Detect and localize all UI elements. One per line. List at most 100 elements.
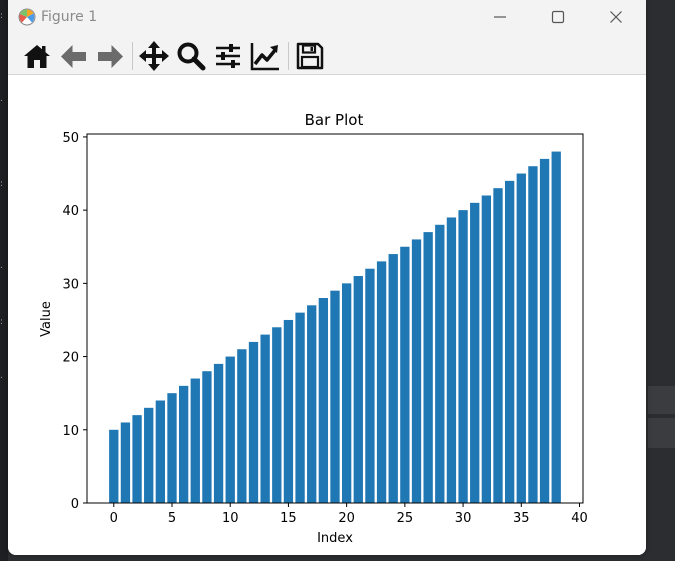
- bar: [458, 210, 468, 503]
- bar: [341, 283, 352, 503]
- floppy-disk-icon: [296, 42, 324, 70]
- editor-glyph: .: [0, 95, 3, 103]
- forward-button[interactable]: [94, 40, 126, 72]
- maximize-button[interactable]: [530, 0, 586, 34]
- axes-frame: [86, 133, 584, 504]
- toolbar-separator: [132, 42, 133, 70]
- move-icon: [139, 41, 169, 71]
- y-axis-ticks: 0 10 20 30 40 50: [62, 131, 87, 512]
- bar: [248, 341, 259, 503]
- x-tick-label: 0: [110, 511, 118, 526]
- bar: [388, 254, 398, 503]
- bar: [400, 246, 410, 503]
- x-tick-label: 25: [397, 511, 414, 526]
- y-axis-label: Value: [39, 301, 54, 337]
- subplots-button[interactable]: [212, 40, 244, 72]
- y-tick-label: 0: [71, 497, 79, 512]
- x-axis-ticks: 0 5 10 15 20 25 30 35 40: [110, 503, 588, 526]
- bar: [330, 290, 340, 503]
- x-tick-label: 20: [338, 511, 355, 526]
- bar: [551, 151, 561, 504]
- y-tick-label: 10: [62, 424, 79, 439]
- x-axis-label: Index: [317, 531, 353, 546]
- bar: [109, 429, 119, 503]
- bar: [237, 349, 247, 503]
- title-bar: Figure 1: [8, 0, 646, 34]
- arrow-left-icon: [61, 45, 86, 68]
- bar: [365, 268, 375, 503]
- matplotlib-logo-icon: [18, 8, 36, 26]
- bar: [144, 407, 154, 503]
- bar: [190, 378, 200, 503]
- toolbar-separator: [288, 42, 289, 70]
- bar: [295, 312, 305, 503]
- bar: [493, 188, 503, 503]
- bar: [423, 232, 433, 503]
- home-button[interactable]: [21, 40, 53, 72]
- back-button[interactable]: [58, 40, 90, 72]
- bar: [539, 158, 550, 503]
- minimize-button[interactable]: [472, 0, 528, 34]
- x-tick-label: 15: [280, 511, 297, 526]
- line-chart-icon: [250, 43, 279, 71]
- bar: [225, 356, 235, 503]
- y-tick-label: 20: [62, 351, 79, 366]
- bar: [411, 239, 422, 503]
- bar: [120, 422, 131, 503]
- background-panel: [648, 418, 675, 448]
- window-title: Figure 1: [41, 9, 98, 25]
- bar: [272, 327, 282, 503]
- bar: [376, 261, 387, 503]
- bar: [260, 334, 270, 503]
- bar: [132, 415, 142, 503]
- bar: [446, 217, 457, 503]
- pan-button[interactable]: [138, 40, 170, 72]
- minimize-icon: [494, 16, 506, 18]
- bar-chart: Bar Plot 0 5 10 15 20 25 30 35 40 0 10 20 30 40 50 In…: [39, 111, 588, 546]
- background-panel: [648, 386, 675, 414]
- arrow-right-icon: [98, 45, 123, 68]
- x-tick-label: 35: [513, 511, 530, 526]
- bar: [353, 276, 363, 503]
- bar: [516, 173, 526, 503]
- bar: [283, 319, 294, 503]
- maximize-icon: [551, 10, 565, 24]
- bar: [202, 371, 212, 503]
- figure-canvas[interactable]: Bar Plot 0 5 10 15 20 25 30 35 40 0 10 20 30 40 50 In…: [8, 75, 646, 555]
- editor-glyph: :: [0, 12, 4, 20]
- bar: [178, 385, 189, 503]
- chart-title: Bar Plot: [305, 111, 364, 129]
- x-tick-label: 40: [571, 511, 588, 526]
- editor-glyph: .: [0, 372, 3, 380]
- magnifier-icon: [177, 42, 206, 71]
- figure-window: Figure 1: [8, 0, 646, 555]
- bar: [318, 298, 329, 503]
- edit-axis-button[interactable]: [249, 40, 281, 72]
- navigation-toolbar: [8, 34, 646, 75]
- bar: [470, 202, 480, 504]
- bar: [435, 224, 445, 504]
- home-icon: [24, 45, 50, 68]
- x-tick-label: 5: [168, 511, 176, 526]
- x-tick-label: 10: [222, 511, 239, 526]
- bar: [481, 195, 492, 503]
- editor-glyph: :: [0, 318, 4, 326]
- y-tick-label: 30: [62, 277, 79, 292]
- editor-glyph: :: [0, 180, 4, 188]
- bar: [307, 305, 317, 503]
- bar: [155, 400, 166, 503]
- close-icon: [610, 11, 622, 23]
- bar: [504, 180, 515, 503]
- bar: [528, 166, 538, 503]
- close-button[interactable]: [588, 0, 644, 34]
- editor-gutter: : . : . : .: [0, 0, 8, 561]
- y-tick-label: 40: [62, 204, 79, 219]
- bar: [213, 363, 224, 503]
- sliders-icon: [216, 44, 240, 68]
- zoom-button[interactable]: [175, 40, 207, 72]
- y-tick-label: 50: [62, 131, 79, 146]
- x-tick-label: 30: [455, 511, 472, 526]
- save-button[interactable]: [294, 40, 326, 72]
- editor-glyph: .: [0, 262, 3, 270]
- bar: [167, 393, 177, 503]
